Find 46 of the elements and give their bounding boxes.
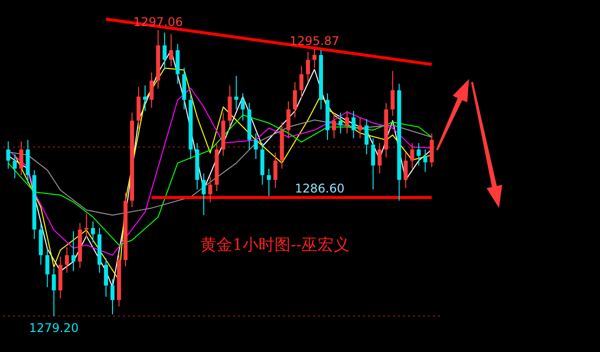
candlestick xyxy=(286,100,290,139)
candlestick xyxy=(19,140,24,176)
candlestick xyxy=(71,230,76,272)
candlestick xyxy=(338,112,343,134)
candlestick xyxy=(64,246,69,274)
candlestick xyxy=(371,138,376,190)
candlestick xyxy=(273,152,278,188)
candlestick xyxy=(90,221,95,243)
candlestick xyxy=(162,32,167,70)
candlestick xyxy=(266,168,271,196)
candlestick xyxy=(306,51,310,83)
annotation: 1297.06 xyxy=(133,15,183,29)
candlestick xyxy=(104,258,108,298)
candlestick xyxy=(143,84,148,112)
candlestick xyxy=(202,172,206,216)
candlestick xyxy=(52,267,56,316)
candlestick xyxy=(292,82,297,118)
annotation: 1295.87 xyxy=(290,34,340,48)
candlestick xyxy=(430,132,434,168)
candlestick xyxy=(208,176,212,203)
candlestick xyxy=(345,110,350,134)
candlestick xyxy=(390,70,395,116)
annotation: 1286.60 xyxy=(294,182,344,196)
candlestick xyxy=(240,92,245,122)
candlestick xyxy=(169,34,174,67)
candlestick xyxy=(299,66,304,99)
annotation: 1279.20 xyxy=(29,321,79,335)
candlestick xyxy=(84,213,88,238)
candlestick xyxy=(358,116,362,139)
candlestick xyxy=(416,142,421,166)
candlestick xyxy=(110,278,114,315)
candlestick xyxy=(312,48,316,68)
candlestick xyxy=(150,72,154,108)
text: 黄金1小时图--巫宏义 xyxy=(200,235,350,254)
candlestick xyxy=(234,75,238,110)
candlestick xyxy=(12,154,17,179)
candlestick xyxy=(378,142,382,174)
candlestick xyxy=(423,148,428,172)
candlestick xyxy=(410,142,414,170)
candlestick xyxy=(6,140,10,170)
candlestick xyxy=(352,110,356,139)
candlestick xyxy=(364,118,369,155)
candlestick xyxy=(404,152,408,188)
candlestick xyxy=(254,132,258,160)
candlestick xyxy=(45,248,50,288)
candlestick xyxy=(332,112,336,139)
